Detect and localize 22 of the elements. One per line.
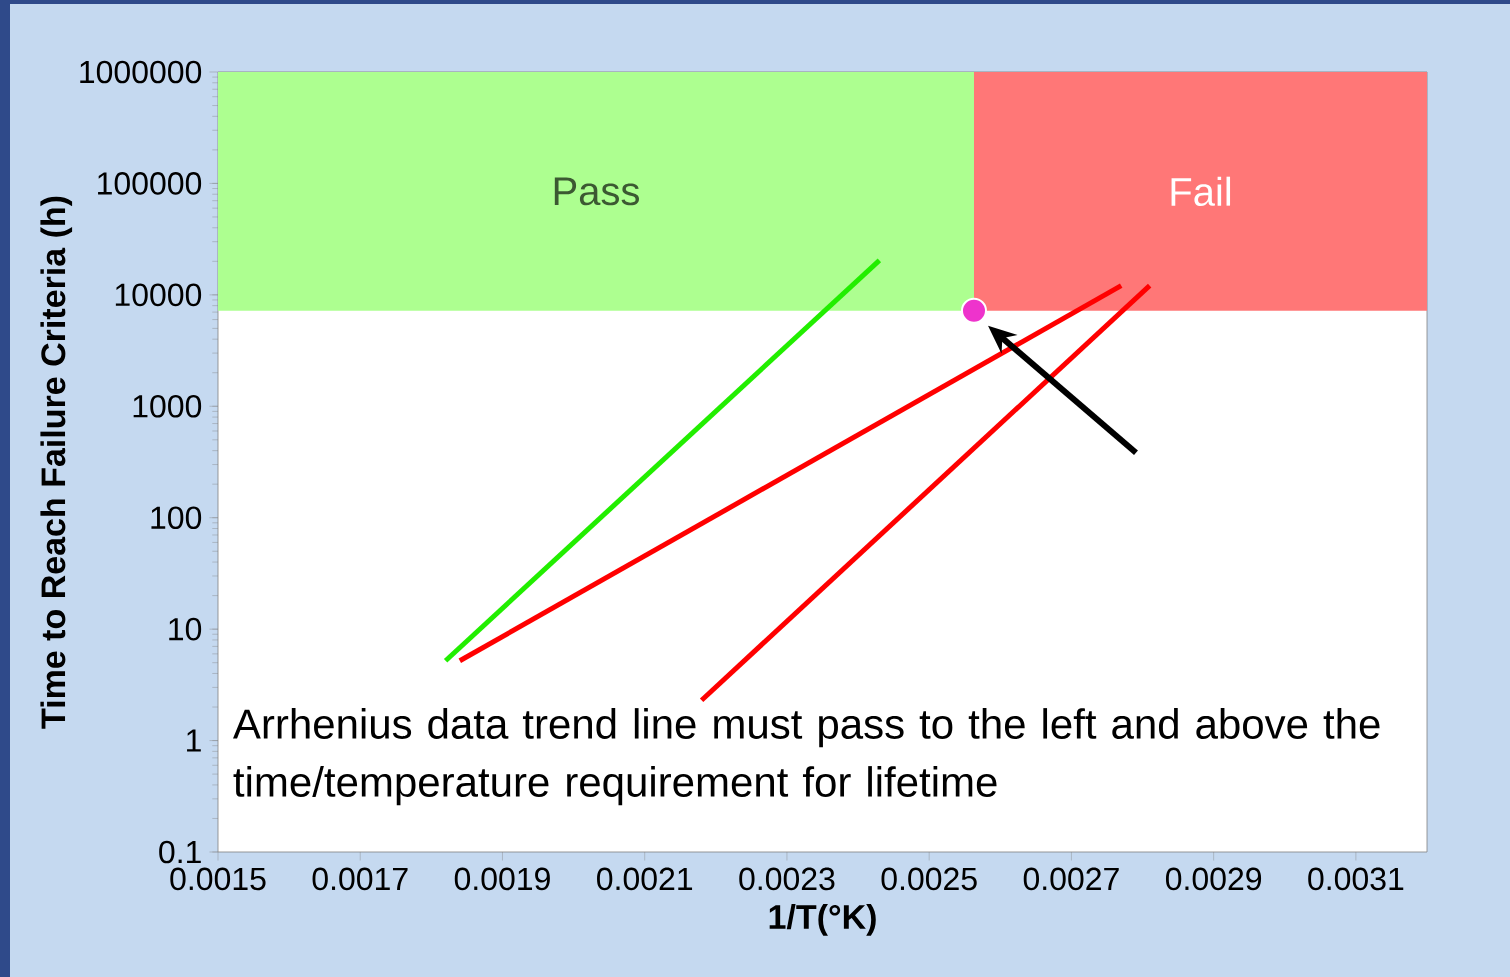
x-tick-label: 0.0021 xyxy=(597,867,693,891)
y-axis-title: Time to Reach Failure Criteria (h) xyxy=(40,196,73,729)
x-tick-label: 0.0031 xyxy=(1308,867,1404,891)
band-label: Pass xyxy=(554,177,639,206)
x-tick-label: 0.0023 xyxy=(739,867,835,891)
y-tick-label: 100000 xyxy=(98,172,202,195)
x-tick-label: 0.0027 xyxy=(1023,867,1119,891)
y-tick-label: 10000 xyxy=(115,283,202,307)
x-axis-title: 1/T(°K) xyxy=(769,904,876,936)
y-tick-label: 100 xyxy=(151,506,202,530)
y-tick-label: 1000 xyxy=(133,394,202,418)
y-tick-label: 10 xyxy=(169,617,202,641)
y-tick-label: 1000000 xyxy=(80,60,202,84)
y-tick-label: 1 xyxy=(187,729,201,752)
band-label: Fail xyxy=(1171,176,1231,207)
x-tick-label: 0.0025 xyxy=(881,867,977,891)
x-tick-label: 0.0015 xyxy=(170,867,266,891)
y-tick-label: 0.1 xyxy=(159,840,201,864)
x-tick-label: 0.0017 xyxy=(312,867,408,891)
annotation: Arrhenius data trend line must pass to the left and above the time/temperature requirement for lifetime xyxy=(233,708,1380,806)
x-tick-label: 0.0029 xyxy=(1165,867,1262,891)
x-tick-label: 0.0019 xyxy=(454,867,550,891)
